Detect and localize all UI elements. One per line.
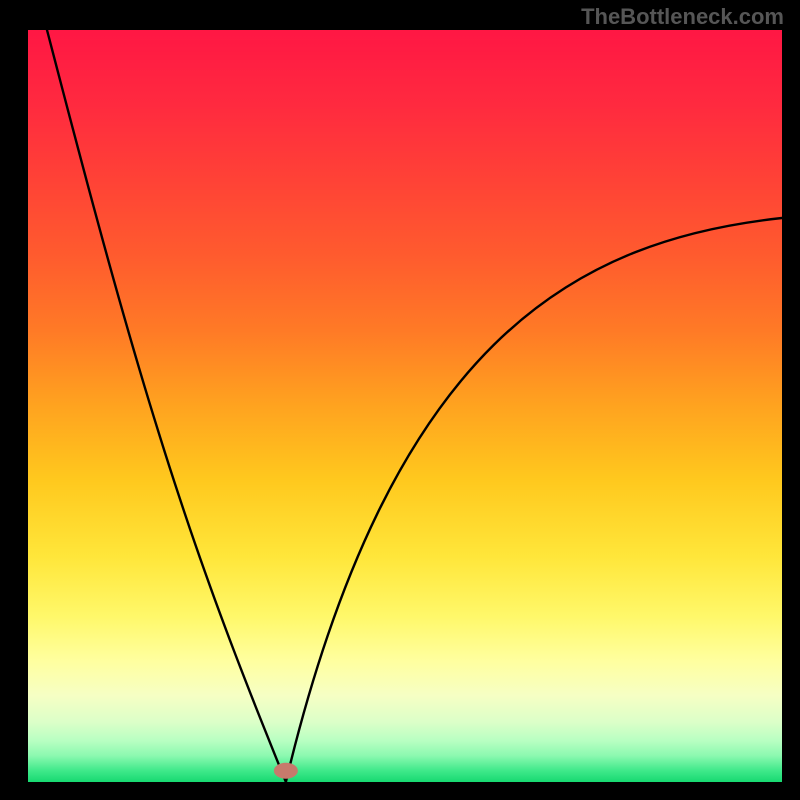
minimum-marker (274, 763, 298, 779)
chart-background (28, 30, 782, 782)
plot-area (28, 30, 782, 782)
watermark-text: TheBottleneck.com (581, 4, 784, 30)
chart-svg (28, 30, 782, 782)
chart-frame: TheBottleneck.com (0, 0, 800, 800)
